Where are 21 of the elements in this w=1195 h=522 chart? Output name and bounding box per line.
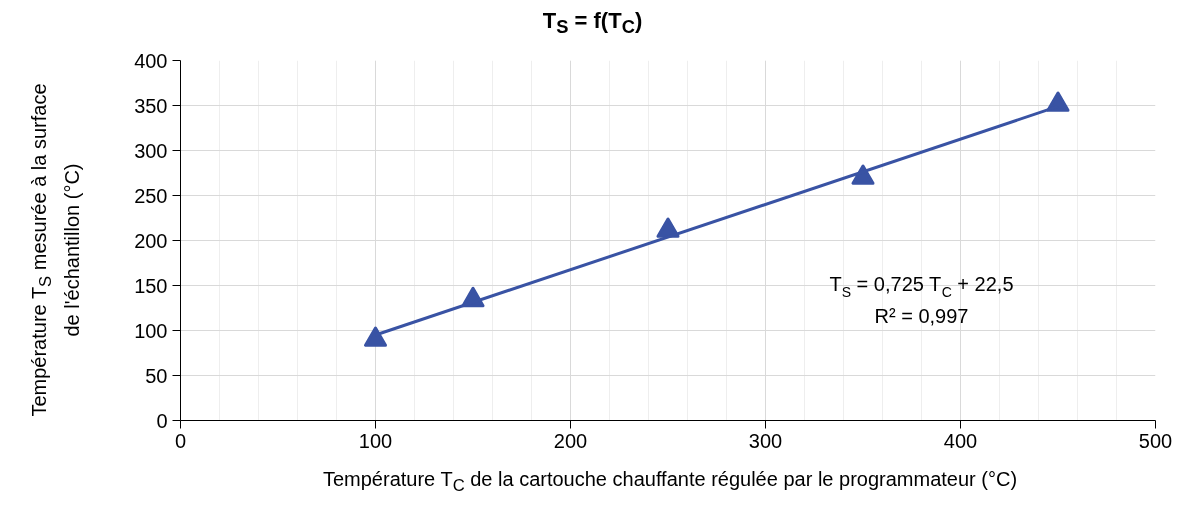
x-tick-label: 300 <box>748 429 783 452</box>
x-tick-label: 0 <box>174 429 187 452</box>
x-tick-label: 500 <box>1138 429 1173 452</box>
x-axis-title: Température T$_{C}$ de la cartouche chauffante régulée par le programmateur (°C) <box>321 467 1019 497</box>
point <box>851 164 875 185</box>
y-tick-label: 150 <box>134 274 168 297</box>
x-tick-label: 100 <box>358 429 393 452</box>
annotation: R² = 0,997 <box>874 305 969 328</box>
chart-title: T$_{S}$ = f(T$_{C}$) <box>541 7 644 40</box>
y-tick-label: 50 <box>145 364 168 387</box>
y-tick-label: 100 <box>134 319 168 342</box>
y-tick-label: 350 <box>134 94 168 117</box>
x-tick-label: 200 <box>553 429 588 452</box>
x-tick-label: 400 <box>943 429 978 452</box>
point <box>364 326 387 347</box>
point <box>1046 91 1070 112</box>
y-tick-label: 200 <box>134 229 168 252</box>
y-tick-label: 400 <box>134 49 168 72</box>
y-tick-label: 0 <box>156 409 168 432</box>
y-tick-label: 300 <box>134 139 168 162</box>
y-tick-label: 250 <box>134 184 168 207</box>
